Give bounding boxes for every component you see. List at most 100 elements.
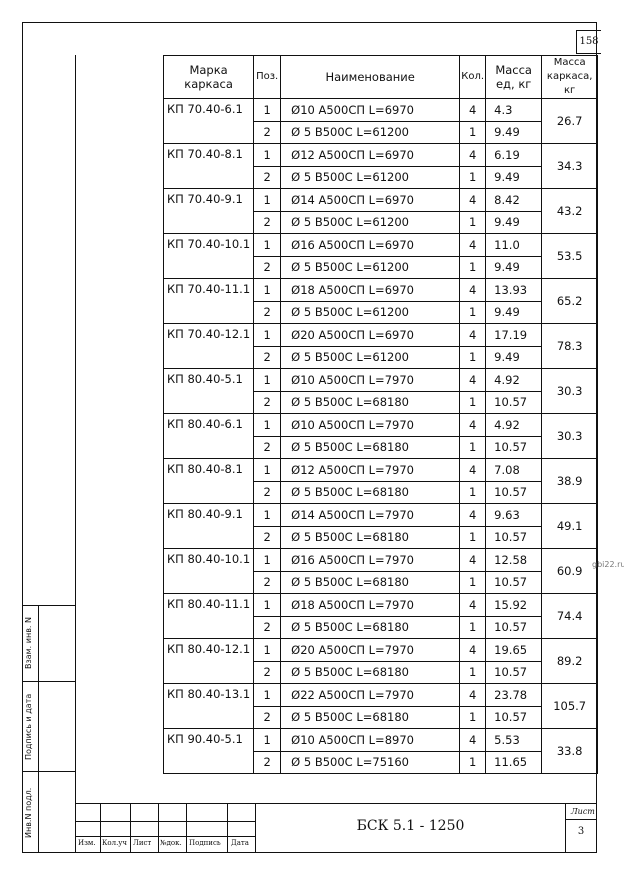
quantity: 4 [459,233,487,257]
unit-mass: 13.93 [485,278,543,302]
bar-name: Ø20 А500СП L=6970 [280,323,461,347]
unit-mass: 9.49 [485,345,543,369]
quantity: 1 [459,705,487,729]
table-row: КП 70.40-10.1 1 Ø16 А500СП L=6970 4 11.0 53.5 [162,233,599,279]
bar-name: Ø 5 В500С L=68180 [280,435,461,459]
bar-name: Ø 5 В500С L=75160 [280,750,461,774]
position: 1 [253,503,282,527]
replace-inv-label: Взам. инв. N [24,617,33,670]
bar-name: Ø 5 В500С L=61200 [280,120,461,144]
bar-name: Ø 5 В500С L=61200 [280,345,461,369]
quantity: 1 [459,210,487,234]
frame-total-mass: 65.2 [541,278,599,324]
position: 1 [253,638,282,662]
position: 1 [253,413,282,437]
sheet-label: Лист [571,807,595,816]
unit-mass: 10.57 [485,390,543,414]
quantity: 1 [459,435,487,459]
position: 2 [253,525,282,549]
position: 1 [253,98,282,122]
frame-mark: КП 70.40-8.1 [162,143,255,189]
unit-mass: 9.49 [485,210,543,234]
table-row: КП 80.40-9.1 1 Ø14 А500СП L=7970 4 9.63 49.1 [162,503,599,549]
unit-mass: 8.42 [485,188,543,212]
col-list: Лист [133,839,152,847]
bar-name: Ø 5 В500С L=61200 [280,165,461,189]
position: 1 [253,323,282,347]
quantity: 4 [459,98,487,122]
position: 2 [253,435,282,459]
watermark: gbi22.ru [592,560,624,569]
table-row: КП 90.40-5.1 1 Ø10 А500СП L=8970 4 5.53 33.8 [162,728,599,774]
table-header-row: Марка каркаса Поз. Наименование Кол. Мас… [162,55,599,99]
position: 2 [253,345,282,369]
frame-mark: КП 80.40-8.1 [162,458,255,504]
position: 2 [253,255,282,279]
unit-mass: 5.53 [485,728,543,752]
side-stamp: Взам. инв. N Подпись и дата Инв.N подл. [22,605,75,853]
frame-mark: КП 80.40-10.1 [162,548,255,594]
bar-name: Ø 5 В500С L=68180 [280,660,461,684]
quantity: 4 [459,728,487,752]
frame-mark: КП 80.40-6.1 [162,413,255,459]
frame-total-mass: 78.3 [541,323,599,369]
quantity: 1 [459,345,487,369]
col-izm: Изм. [78,839,96,847]
header-frame-mass: Масса каркаса, кг [541,55,599,99]
frame-total-mass: 38.9 [541,458,599,504]
frame-total-mass: 26.7 [541,98,599,144]
unit-mass: 9.63 [485,503,543,527]
bar-name: Ø10 А500СП L=7970 [280,368,461,392]
table-row: КП 80.40-8.1 1 Ø12 А500СП L=7970 4 7.08 38.9 [162,458,599,504]
quantity: 1 [459,120,487,144]
top-sheet-number-box: 158 [576,30,601,54]
unit-mass: 10.57 [485,525,543,549]
header-unit-mass: Масса ед, кг [485,55,543,99]
position: 2 [253,165,282,189]
bar-name: Ø 5 В500С L=68180 [280,525,461,549]
quantity: 1 [459,615,487,639]
quantity: 4 [459,548,487,572]
table-row: КП 70.40-6.1 1 Ø10 А500СП L=6970 4 4.3 26.7 [162,98,599,144]
frame-mark: КП 70.40-10.1 [162,233,255,279]
quantity: 1 [459,390,487,414]
table-row: КП 80.40-13.1 1 Ø22 А500СП L=7970 4 23.78 105… [162,683,599,729]
position: 1 [253,683,282,707]
table-row: КП 80.40-6.1 1 Ø10 А500СП L=7970 4 4.92 30.3 [162,413,599,459]
unit-mass: 11.0 [485,233,543,257]
bar-name: Ø 5 В500С L=61200 [280,255,461,279]
frame-total-mass: 43.2 [541,188,599,234]
quantity: 4 [459,188,487,212]
unit-mass: 11.65 [485,750,543,774]
bar-name: Ø 5 В500С L=68180 [280,570,461,594]
unit-mass: 10.57 [485,660,543,684]
position: 1 [253,188,282,212]
header-name: Наименование [280,55,461,99]
rebar-spec-table: Марка каркаса Поз. Наименование Кол. Мас… [162,55,599,774]
frame-total-mass: 60.9 [541,548,599,594]
unit-mass: 9.49 [485,165,543,189]
position: 1 [253,728,282,752]
unit-mass: 23.78 [485,683,543,707]
position: 2 [253,390,282,414]
position: 1 [253,548,282,572]
frame-mark: КП 70.40-12.1 [162,323,255,369]
unit-mass: 17.19 [485,323,543,347]
quantity: 1 [459,570,487,594]
quantity: 4 [459,323,487,347]
frame-total-mass: 89.2 [541,638,599,684]
unit-mass: 4.3 [485,98,543,122]
bar-name: Ø 5 В500С L=68180 [280,705,461,729]
frame-mark: КП 70.40-11.1 [162,278,255,324]
unit-mass: 10.57 [485,480,543,504]
bar-name: Ø 5 В500С L=68180 [280,390,461,414]
frame-mark: КП 80.40-9.1 [162,503,255,549]
unit-mass: 15.92 [485,593,543,617]
inv-orig-label: Инв.N подл. [24,787,33,838]
